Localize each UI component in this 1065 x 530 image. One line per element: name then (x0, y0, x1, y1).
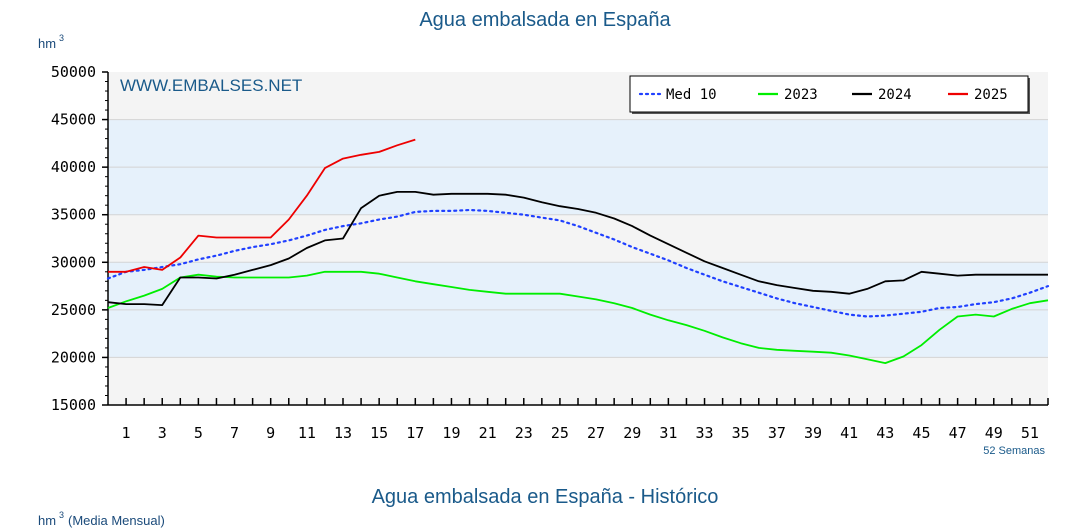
y-tick-label: 45000 (51, 111, 96, 129)
x-tick-label: 7 (230, 424, 239, 442)
x-axis-note: 52 Semanas (983, 445, 1045, 457)
x-tick-label: 41 (840, 424, 858, 442)
y-unit-text: hm (38, 36, 56, 51)
x-tick-label: 19 (442, 424, 460, 442)
x-tick-label: 49 (985, 424, 1003, 442)
x-tick-label: 37 (768, 424, 786, 442)
x-tick-label: 23 (515, 424, 533, 442)
y-tick-label: 35000 (51, 206, 96, 224)
chart-title: Agua embalsada en España (419, 9, 671, 31)
x-tick-label: 25 (551, 424, 569, 442)
y-tick-label: 40000 (51, 158, 96, 176)
legend-label: 2024 (878, 87, 912, 103)
legend: Med 10 2023 2024 2025 (629, 75, 1030, 114)
y-tick-label: 50000 (51, 63, 96, 81)
x-tick-label: 17 (406, 424, 424, 442)
x-tick-label: 43 (876, 424, 894, 442)
legend-label: Med 10 (666, 87, 717, 103)
x-tick-label: 47 (949, 424, 967, 442)
x-tick-label: 31 (659, 424, 677, 442)
y-tick-label: 15000 (51, 396, 96, 414)
x-tick-label: 45 (912, 424, 930, 442)
x-tick-label: 39 (804, 424, 822, 442)
x-tick-label: 33 (696, 424, 714, 442)
y-unit-sup: 3 (59, 33, 64, 43)
y-tick-label: 30000 (51, 253, 96, 271)
historic-y-unit-sup: 3 (59, 510, 64, 520)
series-line-med-10 (106, 208, 1050, 318)
watermark: WWW.EMBALSES.NET (120, 76, 302, 95)
x-tick-label: 9 (266, 424, 275, 442)
x-tick-label: 35 (732, 424, 750, 442)
series-line-2023 (107, 270, 1049, 365)
legend-label: 2023 (784, 87, 818, 103)
y-tick-label: 20000 (51, 348, 96, 366)
series-lines (106, 138, 1050, 365)
x-axis-ticks: 1 3 5 7 9 11 13 15 17 19 21 23 25 27 29 31 33 35 37 39 41 43 4… (122, 398, 1049, 442)
y-tick-label: 25000 (51, 301, 96, 319)
historic-y-unit-suffix: (Media Mensual) (68, 513, 165, 528)
x-tick-label: 21 (479, 424, 497, 442)
x-tick-label: 11 (298, 424, 316, 442)
legend-label: 2025 (974, 87, 1008, 103)
x-tick-label: 3 (158, 424, 167, 442)
x-tick-label: 29 (623, 424, 641, 442)
historic-y-unit-text: hm (38, 513, 56, 528)
series-line-2024 (107, 190, 1048, 307)
y-axis-ticks: 15000 20000 25000 30000 35000 40000 45000 50000 (51, 63, 108, 414)
x-tick-label: 5 (194, 424, 203, 442)
x-tick-label: 1 (122, 424, 131, 442)
y-unit-label: hm 3 (38, 33, 64, 51)
historic-chart-title: Agua embalsada en España - Histórico (372, 486, 719, 508)
x-tick-label: 51 (1021, 424, 1039, 442)
historic-y-unit-label: hm 3 (Media Mensual) (38, 510, 165, 528)
x-tick-label: 15 (370, 424, 388, 442)
series-line-2025 (108, 138, 416, 273)
x-tick-label: 13 (334, 424, 352, 442)
x-tick-label: 27 (587, 424, 605, 442)
